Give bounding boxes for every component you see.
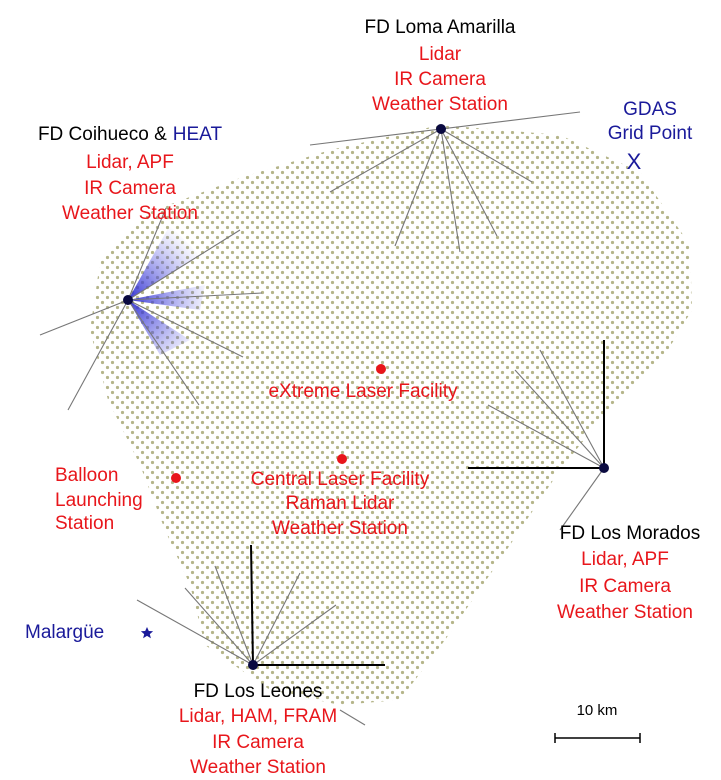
station-name: FD Los Morados (560, 523, 700, 544)
town-label: Malargüe (25, 622, 104, 643)
fov-loma-amarilla (309, 111, 581, 253)
instrument: Lidar (419, 44, 462, 65)
fov-los-morados (468, 340, 609, 531)
instrument: Weather Station (557, 602, 693, 623)
gdas-marker: X (627, 149, 642, 174)
clf-marker (337, 454, 347, 464)
gdas-label: Grid Point (608, 123, 693, 144)
facility-label: Station (55, 513, 114, 534)
instrument: Lidar, APF (86, 152, 174, 173)
instrument: IR Camera (394, 69, 486, 90)
station-name: FD Coihueco & HEAT (38, 124, 223, 145)
fov-los-leones (136, 544, 385, 726)
facility-label: Central Laser Facility (251, 469, 430, 490)
station-name: FD Los Leones (194, 681, 323, 702)
gdas-label: GDAS (623, 99, 677, 120)
surface-array (90, 125, 692, 705)
station-name-extra: HEAT (173, 124, 223, 145)
xlf-marker (376, 364, 386, 374)
fov-coihueco (39, 207, 263, 411)
station-name: FD Loma Amarilla (365, 17, 516, 38)
station-name-main: FD Coihueco & (38, 124, 167, 145)
facility-label: Raman Lidar (286, 493, 395, 514)
instrument: Weather Station (372, 94, 508, 115)
instrument: Lidar, APF (581, 549, 669, 570)
facility-label: Launching (55, 490, 143, 511)
instrument: Weather Station (190, 757, 326, 778)
instrument: IR Camera (84, 178, 176, 199)
instrument: IR Camera (212, 732, 304, 753)
scale-label: 10 km (577, 702, 618, 719)
facility-label: Balloon (55, 465, 118, 486)
facility-label: Weather Station (272, 518, 408, 539)
balloon-marker (171, 473, 181, 483)
instrument: Lidar, HAM, FRAM (179, 706, 337, 727)
instrument: Weather Station (62, 203, 198, 224)
town-star (140, 627, 154, 639)
facility-label: eXtreme Laser Facility (268, 381, 458, 402)
instrument: IR Camera (579, 576, 671, 597)
scale-bar (554, 733, 641, 743)
